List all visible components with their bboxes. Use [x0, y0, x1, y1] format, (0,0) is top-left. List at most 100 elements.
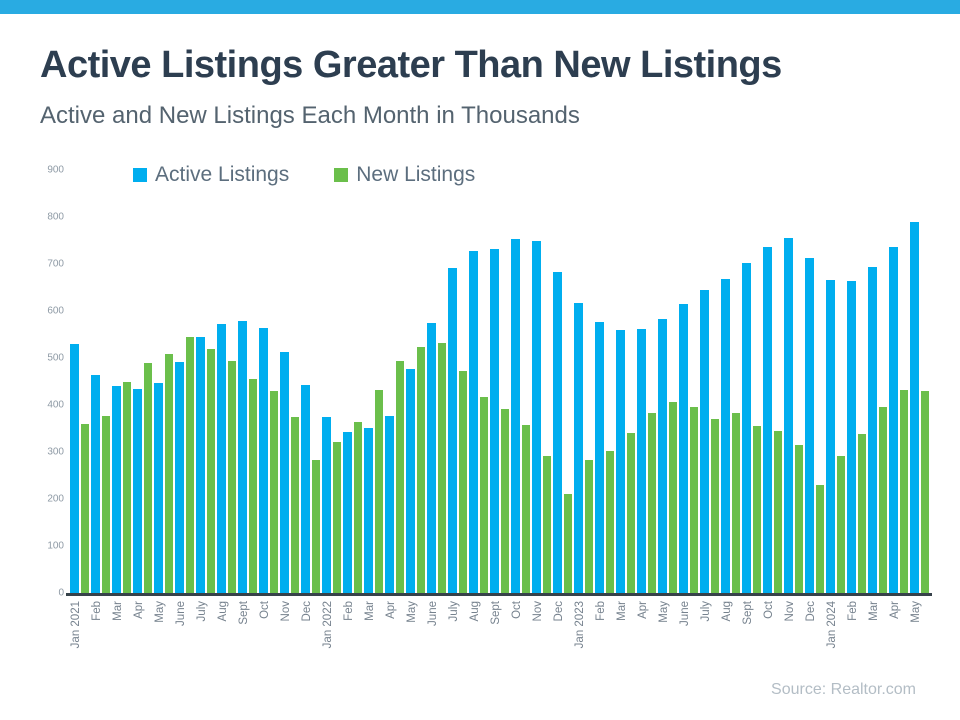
- bar-active-listings: [846, 281, 856, 593]
- x-axis-label: Oct: [259, 601, 271, 619]
- month-group-may-16: May: [405, 170, 426, 623]
- month-group-oct-33: Oct: [762, 170, 783, 619]
- bar-new-listings: [752, 425, 762, 593]
- month-group-june-5: June: [174, 170, 195, 626]
- bar-new-listings: [269, 391, 279, 593]
- month-group-june-29: June: [678, 170, 699, 626]
- bar-new-listings: [227, 361, 237, 593]
- bar-new-listings: [794, 444, 804, 593]
- bar-new-listings: [605, 450, 615, 593]
- month-group-mar-14: Mar: [363, 170, 384, 621]
- bar-active-listings: [657, 319, 667, 593]
- bar-active-listings: [174, 361, 184, 593]
- month-group-july-30: July: [699, 170, 720, 621]
- legend-item-new-listings: New Listings: [334, 163, 475, 187]
- bar-new-listings: [920, 391, 930, 593]
- x-axis-label: Jan 2022: [322, 601, 334, 649]
- x-axis-label: June: [679, 601, 691, 626]
- bar-new-listings: [332, 441, 342, 593]
- y-axis-tick-900: 900: [47, 164, 64, 176]
- y-axis-tick-600: 600: [47, 305, 64, 317]
- bar-new-listings: [815, 484, 825, 593]
- bar-active-listings: [363, 428, 373, 593]
- bar-new-listings: [311, 459, 321, 593]
- bar-new-listings: [479, 397, 489, 593]
- bar-active-listings: [909, 222, 919, 593]
- bar-active-listings: [69, 343, 79, 593]
- x-axis-label: Aug: [217, 601, 229, 622]
- bar-active-listings: [258, 327, 268, 593]
- bar-new-listings: [458, 371, 468, 593]
- month-group-feb-37: Feb: [846, 170, 867, 621]
- x-axis-label: May: [910, 601, 922, 623]
- bar-new-listings: [647, 413, 657, 593]
- bar-active-listings: [111, 386, 121, 593]
- x-axis-label: Aug: [469, 601, 481, 622]
- bar-new-listings: [437, 342, 447, 593]
- bar-active-listings: [300, 384, 310, 593]
- x-axis-label: Oct: [763, 601, 775, 619]
- month-group-feb-1: Feb: [90, 170, 111, 621]
- bar-active-listings: [636, 328, 646, 593]
- bar-new-listings: [731, 412, 741, 593]
- x-axis-label: Apr: [889, 601, 901, 619]
- month-group-jan-2024: Jan 2024: [825, 170, 846, 648]
- y-axis: 0 100 200 300 400 500 600 700 800 900: [34, 165, 64, 599]
- bar-new-listings: [290, 417, 300, 593]
- month-group-apr-3: Apr: [132, 170, 153, 619]
- x-axis-label: Apr: [385, 601, 397, 619]
- x-axis-label: Mar: [364, 601, 376, 621]
- x-axis-label: Sept: [238, 601, 250, 625]
- bar-new-listings: [416, 347, 426, 593]
- month-group-nov-34: Nov: [783, 170, 804, 621]
- chart-legend: Active Listings New Listings: [133, 163, 475, 187]
- y-axis-tick-200: 200: [47, 493, 64, 505]
- bar-active-listings: [447, 267, 457, 593]
- x-axis-label: Mar: [112, 601, 124, 621]
- month-group-oct-21: Oct: [510, 170, 531, 619]
- bar-active-listings: [804, 257, 814, 593]
- bar-new-listings: [563, 494, 573, 593]
- month-group-apr-15: Apr: [384, 170, 405, 619]
- bar-active-listings: [888, 247, 898, 593]
- legend-label: Active Listings: [155, 163, 290, 186]
- x-axis-label: Dec: [553, 601, 565, 622]
- x-axis-label: July: [448, 601, 460, 622]
- x-axis-label: Feb: [343, 601, 355, 621]
- x-axis-label: July: [700, 601, 712, 622]
- x-axis-label: June: [427, 601, 439, 626]
- bar-new-listings: [185, 336, 195, 593]
- page-title: Active Listings Greater Than New Listing…: [40, 44, 782, 86]
- x-axis-label: Dec: [805, 601, 817, 622]
- month-group-feb-25: Feb: [594, 170, 615, 621]
- x-axis-label: Nov: [784, 601, 796, 622]
- y-axis-tick-800: 800: [47, 211, 64, 223]
- bar-active-listings: [489, 248, 499, 593]
- month-group-mar-38: Mar: [867, 170, 888, 621]
- x-axis-label: Jan 2024: [826, 601, 838, 649]
- x-axis-baseline: [66, 593, 932, 596]
- bar-new-listings: [542, 455, 552, 593]
- x-axis-label: May: [154, 601, 166, 623]
- bar-active-listings: [153, 382, 163, 593]
- bar-active-listings: [384, 416, 394, 593]
- month-group-aug-31: Aug: [720, 170, 741, 621]
- header-accent-bar: [0, 0, 960, 14]
- month-group-oct-9: Oct: [258, 170, 279, 619]
- bar-active-listings: [321, 416, 331, 593]
- y-axis-tick-100: 100: [47, 540, 64, 552]
- x-axis-label: Apr: [637, 601, 649, 619]
- month-group-dec-11: Dec: [300, 170, 321, 621]
- bar-active-listings: [426, 322, 436, 593]
- bar-new-listings: [374, 389, 384, 593]
- month-group-july-18: July: [447, 170, 468, 621]
- month-group-dec-35: Dec: [804, 170, 825, 621]
- x-axis-label: June: [175, 601, 187, 626]
- bar-new-listings: [122, 381, 132, 593]
- bar-active-listings: [741, 263, 751, 593]
- x-axis-label: Nov: [280, 601, 292, 622]
- bar-active-listings: [867, 267, 877, 593]
- bar-active-listings: [468, 251, 478, 593]
- month-group-sept-8: Sept: [237, 170, 258, 625]
- bar-active-listings: [825, 280, 835, 593]
